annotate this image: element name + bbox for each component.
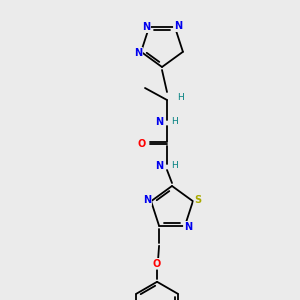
Text: N: N [143, 195, 151, 205]
Text: N: N [184, 222, 192, 232]
Text: N: N [174, 21, 182, 31]
Text: N: N [134, 48, 142, 58]
Text: H: H [172, 161, 178, 170]
Text: O: O [138, 139, 146, 149]
Text: H: H [178, 94, 184, 103]
Text: H: H [172, 118, 178, 127]
Text: O: O [153, 259, 161, 269]
Text: N: N [155, 117, 163, 127]
Text: N: N [155, 161, 163, 171]
Text: N: N [142, 22, 150, 32]
Text: S: S [194, 195, 202, 205]
